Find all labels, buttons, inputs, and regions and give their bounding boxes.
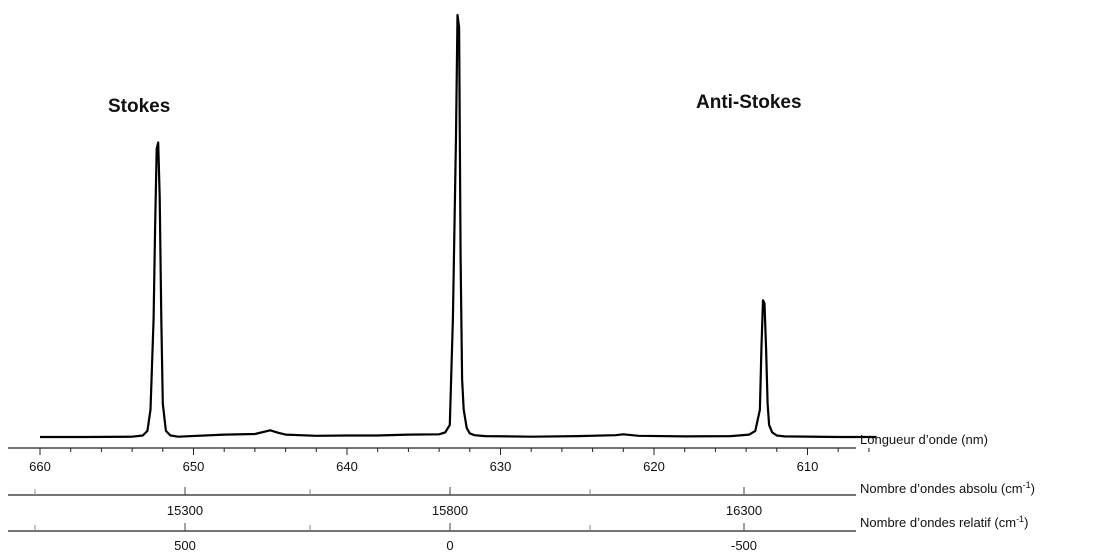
- relative-title-main: Nombre d’ondes relatif (cm: [860, 515, 1016, 530]
- relative-wavenumber-tick-label: -500: [731, 538, 757, 553]
- wavelength-tick-label: 640: [336, 459, 358, 474]
- wavelength-ticks: 660 650 640 630 620 610: [29, 448, 870, 474]
- relative-title-end: ): [1024, 515, 1028, 530]
- absolute-title-main: Nombre d’ondes absolu (cm: [860, 481, 1023, 496]
- absolute-wavenumber-axis-title: Nombre d’ondes absolu (cm-1): [860, 480, 1035, 496]
- wavelength-axis-title: Longueur d’onde (nm): [860, 432, 988, 447]
- absolute-wavenumber-tick-label: 15800: [432, 503, 468, 518]
- relative-wavenumber-tick-label: 500: [174, 538, 196, 553]
- absolute-wavenumber-tick-label: 16300: [726, 503, 762, 518]
- stokes-annotation: Stokes: [108, 96, 170, 117]
- absolute-title-sup: -1: [1023, 480, 1031, 490]
- wavelength-tick-label: 620: [643, 459, 665, 474]
- relative-wavenumber-axis-title: Nombre d’ondes relatif (cm-1): [860, 514, 1028, 530]
- relative-wavenumber-ticks: 500 0 -500: [34, 523, 757, 553]
- wavelength-tick-label: 630: [490, 459, 512, 474]
- wavelength-tick-label: 660: [29, 459, 51, 474]
- wavelength-tick-label: 610: [797, 459, 819, 474]
- anti-stokes-annotation: Anti-Stokes: [696, 92, 802, 113]
- wavelength-tick-label: 650: [183, 459, 205, 474]
- relative-wavenumber-tick-label: 0: [446, 538, 453, 553]
- relative-title-sup: -1: [1016, 514, 1024, 524]
- absolute-title-end: ): [1031, 481, 1035, 496]
- spectrum-line: [40, 13, 877, 439]
- absolute-wavenumber-tick-label: 15300: [167, 503, 203, 518]
- absolute-wavenumber-ticks: 15300 15800 16300: [34, 487, 762, 518]
